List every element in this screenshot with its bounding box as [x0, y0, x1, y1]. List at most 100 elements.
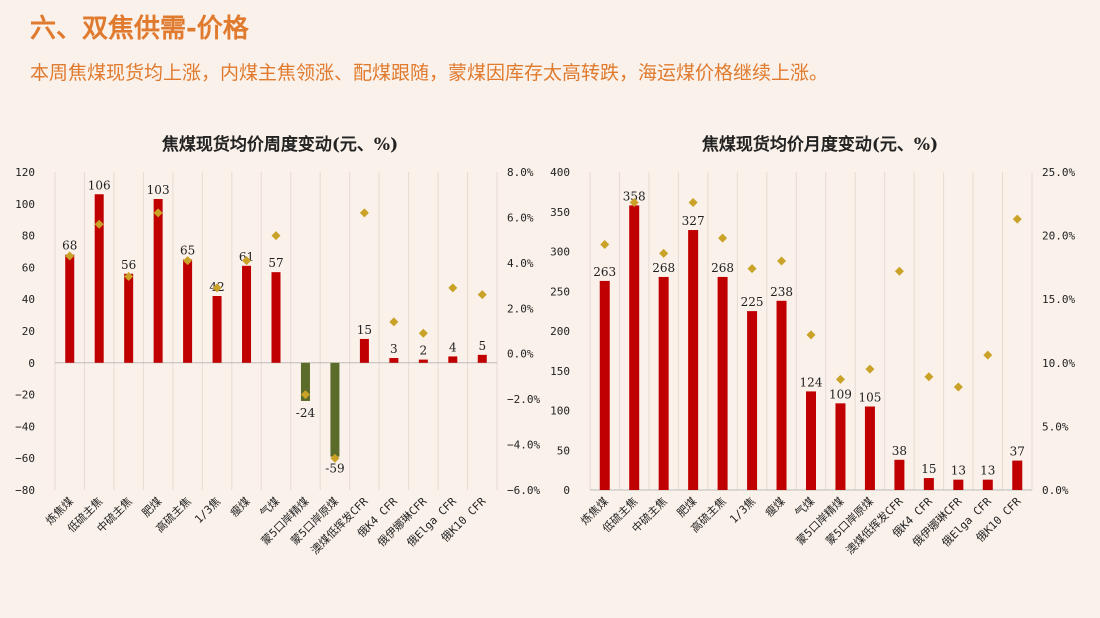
y-tick-label: 250	[550, 285, 570, 298]
bar	[330, 362, 340, 457]
data-label: 105	[858, 391, 881, 405]
percent-marker	[777, 256, 787, 266]
bar	[242, 265, 252, 363]
bar	[183, 259, 193, 363]
y2-tick-label: 15.0%	[1042, 293, 1075, 306]
data-label: 225	[741, 295, 764, 309]
data-label: 238	[770, 285, 793, 299]
data-label: 68	[62, 239, 77, 253]
data-label: 38	[892, 444, 907, 458]
y2-tick-label: −2.0%	[507, 393, 540, 406]
y-tick-label: −20	[15, 389, 35, 402]
bar	[448, 356, 458, 363]
percent-marker	[124, 271, 134, 281]
y-tick-label: 350	[550, 206, 570, 219]
category-label: 气煤	[257, 494, 282, 519]
data-label: 2	[420, 344, 428, 358]
data-label: -24	[296, 406, 316, 420]
y2-tick-label: 25.0%	[1042, 166, 1075, 179]
percent-marker	[477, 290, 487, 300]
bar	[212, 296, 222, 363]
data-label: 65	[180, 243, 195, 257]
y2-tick-label: 0.0%	[507, 348, 534, 361]
category-label: 肥煤	[140, 495, 165, 520]
percent-marker	[629, 198, 639, 208]
percent-marker	[389, 317, 399, 327]
percent-marker	[183, 256, 193, 266]
bar	[418, 359, 428, 363]
y2-tick-label: 10.0%	[1042, 357, 1075, 370]
percent-marker	[924, 372, 934, 382]
data-label: 13	[980, 464, 995, 478]
percent-marker	[359, 208, 369, 218]
percent-marker	[300, 390, 310, 400]
data-label: 57	[268, 256, 283, 270]
y-tick-label: 100	[550, 405, 570, 418]
y-tick-label: 300	[550, 246, 570, 259]
bar	[982, 479, 993, 490]
bar	[806, 391, 816, 490]
page-subtitle: 本周焦煤现货均上涨，内煤主焦领涨、配煤跟随，蒙煤因库存太高转跌，海运煤价格继续上…	[30, 62, 829, 84]
data-label: 15	[357, 323, 372, 337]
bar	[776, 300, 787, 490]
percent-marker	[718, 233, 728, 243]
page-title: 六、双焦供需-价格	[30, 14, 249, 44]
data-label: 3	[390, 342, 398, 356]
data-label: -59	[325, 462, 344, 476]
category-label: 肥煤	[675, 495, 700, 520]
weekly-change-chart: 120 100 80 60 40 20 0 −20 −40 −60 −80 8.0% 6.0% 4.0% 2…	[15, 166, 540, 557]
y-tick-label: 50	[557, 444, 570, 457]
y-tick-label: 150	[550, 365, 570, 378]
bar	[864, 406, 875, 490]
percent-marker	[448, 283, 458, 293]
percent-marker	[865, 364, 875, 374]
y2-tick-label: 8.0%	[507, 166, 534, 179]
category-label: 瘦煤	[762, 494, 787, 519]
percent-marker	[94, 219, 104, 229]
y-tick-label: −40	[15, 420, 35, 433]
bar	[153, 199, 163, 363]
percent-marker	[271, 231, 281, 241]
y-tick-label: 80	[22, 230, 35, 243]
y-tick-label: 0	[563, 484, 570, 497]
bar	[658, 276, 669, 490]
y2-tick-label: 5.0%	[1042, 420, 1069, 433]
y-tick-label: −80	[15, 484, 35, 497]
y2-tick-label: 2.0%	[507, 302, 534, 315]
y-tick-label: 400	[550, 166, 570, 179]
bar	[477, 354, 487, 363]
percent-marker	[835, 374, 845, 384]
y2-tick-label: 20.0%	[1042, 230, 1075, 243]
percent-marker	[418, 328, 428, 338]
data-label: 268	[652, 261, 675, 275]
percent-marker	[894, 266, 904, 276]
y-tick-label: 100	[15, 198, 35, 211]
y2-tick-label: 0.0%	[1042, 484, 1069, 497]
data-label: 263	[593, 265, 616, 279]
y2-tick-label: 4.0%	[507, 257, 534, 270]
data-label: 103	[147, 183, 170, 197]
percent-marker	[983, 350, 993, 360]
percent-marker	[600, 240, 610, 250]
bar	[359, 338, 369, 363]
percent-marker	[688, 198, 698, 208]
percent-marker	[65, 251, 75, 261]
bar	[953, 479, 964, 490]
percent-marker	[747, 264, 757, 274]
y-tick-label: −60	[15, 452, 35, 465]
data-label: 37	[1010, 445, 1025, 459]
percent-marker	[153, 208, 163, 218]
bar	[747, 311, 758, 490]
percent-marker	[242, 256, 252, 266]
y2-tick-label: 6.0%	[507, 211, 534, 224]
category-label: 1/3焦	[192, 495, 223, 526]
bar	[688, 230, 699, 490]
bar	[124, 273, 134, 363]
percent-marker	[953, 382, 963, 392]
y-tick-label: 120	[15, 166, 35, 179]
category-label: 瘦煤	[227, 494, 252, 519]
data-label: 56	[121, 258, 136, 272]
bar	[923, 478, 934, 490]
y-tick-label: 200	[550, 325, 570, 338]
bar	[65, 254, 75, 363]
